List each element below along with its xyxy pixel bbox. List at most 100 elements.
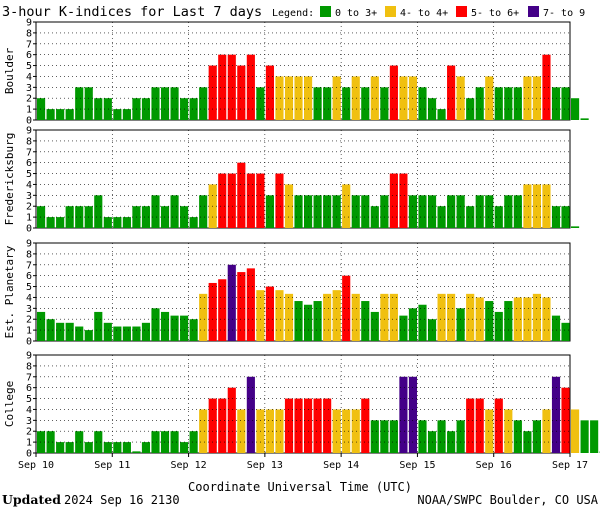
bar-college-45 (466, 398, 475, 453)
bar-est-planetary-34 (361, 301, 370, 341)
y-tick-label: 0 (26, 116, 32, 127)
bar-boulder-13 (160, 87, 170, 120)
bar-fredericksburg-24 (265, 195, 274, 228)
y-tick-label: 8 (26, 28, 32, 39)
bar-fredericksburg-1 (46, 217, 55, 228)
y-tick-label: 3 (26, 191, 32, 202)
bar-college-2 (56, 442, 65, 453)
bar-fredericksburg-38 (399, 173, 408, 228)
y-tick-label: 2 (26, 94, 32, 105)
bar-boulder-17 (199, 87, 208, 120)
legend-entry-4-to-4: 4- to 4+ (400, 8, 448, 19)
bar-boulder-2 (56, 109, 65, 120)
panel-title-boulder: Boulder (3, 47, 16, 94)
bar-est-planetary-50 (513, 297, 522, 341)
bar-college-40 (418, 420, 427, 453)
bar-fredericksburg-22 (246, 173, 255, 228)
y-tick-label: 7 (26, 372, 32, 383)
bar-boulder-29 (313, 87, 322, 120)
bar-college-57 (580, 420, 589, 453)
bar-fredericksburg-2 (56, 217, 65, 228)
bar-college-9 (122, 442, 131, 453)
bar-boulder-22 (246, 54, 255, 120)
bar-fredericksburg-12 (151, 195, 160, 228)
bar-boulder-20 (227, 54, 236, 120)
bar-boulder-16 (189, 98, 198, 120)
bar-fredericksburg-37 (389, 173, 398, 228)
bar-boulder-12 (151, 87, 160, 120)
legend-swatch-0-to-3 (320, 6, 331, 17)
y-tick-label: 7 (26, 260, 32, 271)
bar-est-planetary-45 (466, 293, 475, 341)
y-tick-label: 0 (26, 224, 32, 235)
bar-college-32 (342, 409, 351, 453)
y-tick-label: 8 (26, 249, 32, 260)
y-tick-label: 4 (26, 180, 32, 191)
bar-est-planetary-8 (113, 326, 122, 341)
bar-fredericksburg-53 (542, 184, 551, 228)
y-tick-label: 9 (26, 351, 32, 362)
bar-college-50 (513, 420, 522, 453)
bar-fredericksburg-45 (466, 206, 475, 228)
bar-college-38 (399, 376, 408, 453)
bar-college-55 (561, 387, 570, 453)
y-tick-label: 4 (26, 405, 32, 416)
bar-boulder-45 (466, 98, 475, 120)
legend-label: Legend: (272, 8, 314, 19)
bar-boulder-8 (113, 109, 122, 120)
bar-college-56 (571, 409, 580, 453)
bar-college-39 (408, 376, 418, 453)
bar-est-planetary-46 (475, 297, 484, 341)
x-tick-label-sep-10: Sep 10 (18, 460, 54, 471)
legend: 0 to 3+ 4- to 4+ 5- to 6+ 7- to 9 (320, 6, 585, 19)
bar-est-planetary-9 (122, 326, 131, 341)
bar-boulder-6 (94, 98, 103, 120)
bar-est-planetary-28 (304, 304, 313, 341)
bar-fredericksburg-7 (103, 217, 112, 228)
bar-est-planetary-11 (141, 322, 151, 341)
bar-fredericksburg-3 (65, 206, 74, 228)
bar-est-planetary-35 (370, 311, 379, 341)
bar-est-planetary-25 (275, 290, 284, 341)
y-tick-label: 4 (26, 293, 32, 304)
bar-est-planetary-20 (227, 264, 236, 341)
bar-est-planetary-24 (265, 286, 274, 341)
y-tick-label: 5 (26, 61, 32, 72)
bar-fredericksburg-14 (170, 195, 179, 228)
y-tick-label: 6 (26, 383, 32, 394)
bar-boulder-34 (361, 87, 370, 120)
bar-boulder-37 (389, 65, 398, 120)
bar-boulder-38 (399, 76, 408, 120)
bar-college-35 (370, 420, 379, 453)
panel-title-fredericksburg: Fredericksburg (3, 133, 16, 226)
bar-est-planetary-26 (284, 293, 294, 341)
x-tick-label-sep-15: Sep 15 (399, 460, 435, 471)
y-tick-label: 2 (26, 427, 32, 438)
bar-college-27 (294, 398, 303, 453)
panels: 0123456789Boulder0123456789Fredericksbur… (3, 18, 600, 460)
bar-boulder-40 (418, 87, 427, 120)
y-tick-label: 5 (26, 394, 32, 405)
bar-college-20 (227, 387, 236, 453)
bar-est-planetary-21 (237, 272, 246, 341)
chart-title: 3-hour K-indices for Last 7 days (2, 4, 262, 20)
bar-fredericksburg-47 (485, 195, 494, 228)
bar-est-planetary-13 (160, 311, 170, 341)
bar-fredericksburg-4 (75, 206, 84, 228)
y-tick-label: 1 (26, 105, 32, 116)
bar-college-43 (447, 431, 456, 453)
bar-est-planetary-36 (380, 293, 389, 341)
bar-fredericksburg-44 (456, 195, 465, 228)
bar-est-planetary-16 (189, 319, 198, 341)
legend-swatch-5-to-6 (456, 6, 467, 17)
bar-est-planetary-23 (256, 290, 265, 341)
bar-boulder-4 (75, 87, 84, 120)
y-tick-label: 2 (26, 202, 32, 213)
y-tick-label: 0 (26, 449, 32, 460)
bar-college-30 (323, 398, 332, 453)
bar-boulder-18 (208, 65, 217, 120)
bar-est-planetary-44 (456, 308, 465, 341)
legend-entry-7-to-9: 7- to 9 (543, 8, 585, 19)
bar-college-47 (485, 409, 494, 453)
bar-est-planetary-1 (46, 319, 55, 341)
